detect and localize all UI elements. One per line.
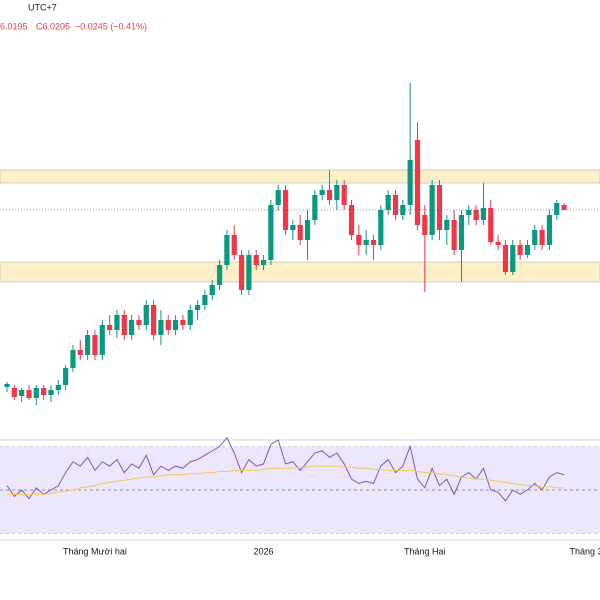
candle-body <box>187 310 193 325</box>
candle-body <box>268 205 274 260</box>
candle-body <box>334 185 340 200</box>
candle-body <box>392 195 399 215</box>
candle-body <box>326 190 333 200</box>
candle-body <box>33 388 39 398</box>
candle-body <box>348 205 355 235</box>
candle-body <box>26 390 32 398</box>
x-tick-label: Tháng Hai <box>404 546 446 556</box>
candle-body <box>253 255 259 265</box>
x-tick-label: 2026 <box>254 546 274 556</box>
candle-body <box>231 235 237 255</box>
candle-body <box>238 255 245 290</box>
candle-body <box>143 305 149 325</box>
candle-body <box>216 265 223 285</box>
candle-body <box>363 240 369 245</box>
ohlc-low: 6.0195 <box>0 21 28 31</box>
candle-body <box>275 190 281 205</box>
candle-body <box>480 208 487 220</box>
candle-body <box>400 205 406 215</box>
zone <box>0 169 600 184</box>
candle-body <box>63 368 69 385</box>
candle-body <box>312 195 318 220</box>
candle-body <box>524 245 531 255</box>
timezone: UTC+7 <box>28 2 57 12</box>
candle-body <box>107 325 113 330</box>
candle-body <box>224 235 230 265</box>
ohlc-change: −0.0245 (−0.41%) <box>75 21 147 31</box>
zone <box>0 261 600 283</box>
candle-body <box>136 320 142 325</box>
candle-body <box>114 315 120 330</box>
candle-body <box>546 215 553 245</box>
candle-body <box>77 350 83 355</box>
candle-body <box>414 140 421 225</box>
candle-body <box>209 285 215 295</box>
candle-body <box>385 195 391 210</box>
candle-body <box>488 208 494 242</box>
candle-body <box>85 335 91 355</box>
candle-body <box>473 210 479 220</box>
candle-body <box>451 220 457 250</box>
candle-body <box>151 305 157 335</box>
candle-body <box>510 245 516 272</box>
ohlc-close: C6.0205 <box>36 21 70 31</box>
candle-body <box>444 220 450 230</box>
candle-body <box>407 160 413 205</box>
candle-body <box>297 225 303 240</box>
candle-body <box>19 390 25 396</box>
candle-body <box>436 185 443 230</box>
candle-body <box>561 205 567 210</box>
candle-body <box>370 240 377 245</box>
candle-body <box>458 215 465 250</box>
candle-body <box>282 190 289 230</box>
candle-body <box>246 255 252 290</box>
candle-body <box>70 350 76 368</box>
candle-body <box>260 260 267 265</box>
candle-body <box>319 190 325 195</box>
candle-body <box>539 230 545 245</box>
candle-body <box>158 320 164 335</box>
candle-body <box>99 325 105 355</box>
candle-body <box>180 320 186 325</box>
x-tick-label: Tháng Mười hai <box>63 546 127 556</box>
candle-body <box>466 210 472 215</box>
candle-body <box>341 185 347 205</box>
candle-body <box>429 185 435 235</box>
candle-body <box>202 295 208 305</box>
candle-body <box>356 235 362 245</box>
candle-body <box>172 320 179 330</box>
candle-body <box>11 388 17 397</box>
x-tick-label: Tháng 3 <box>570 546 600 556</box>
candle-body <box>532 230 538 245</box>
candle-body <box>55 385 61 390</box>
candle-body <box>48 390 54 395</box>
candle-body <box>129 320 135 335</box>
candle-body <box>378 210 384 245</box>
candle-body <box>290 225 296 230</box>
candle-body <box>554 203 560 215</box>
candle-body <box>495 242 501 245</box>
rsi-line <box>6 436 565 502</box>
candle-body <box>41 388 47 395</box>
candle-body <box>304 220 311 240</box>
candle-body <box>194 305 201 310</box>
candle-body <box>517 245 523 255</box>
candle-body <box>502 245 509 272</box>
candle-body <box>422 215 428 235</box>
candle-body <box>92 335 98 355</box>
candle-body <box>4 384 10 387</box>
candle-body <box>165 320 171 330</box>
rsi-line <box>7 465 565 495</box>
candle-body <box>121 315 127 335</box>
